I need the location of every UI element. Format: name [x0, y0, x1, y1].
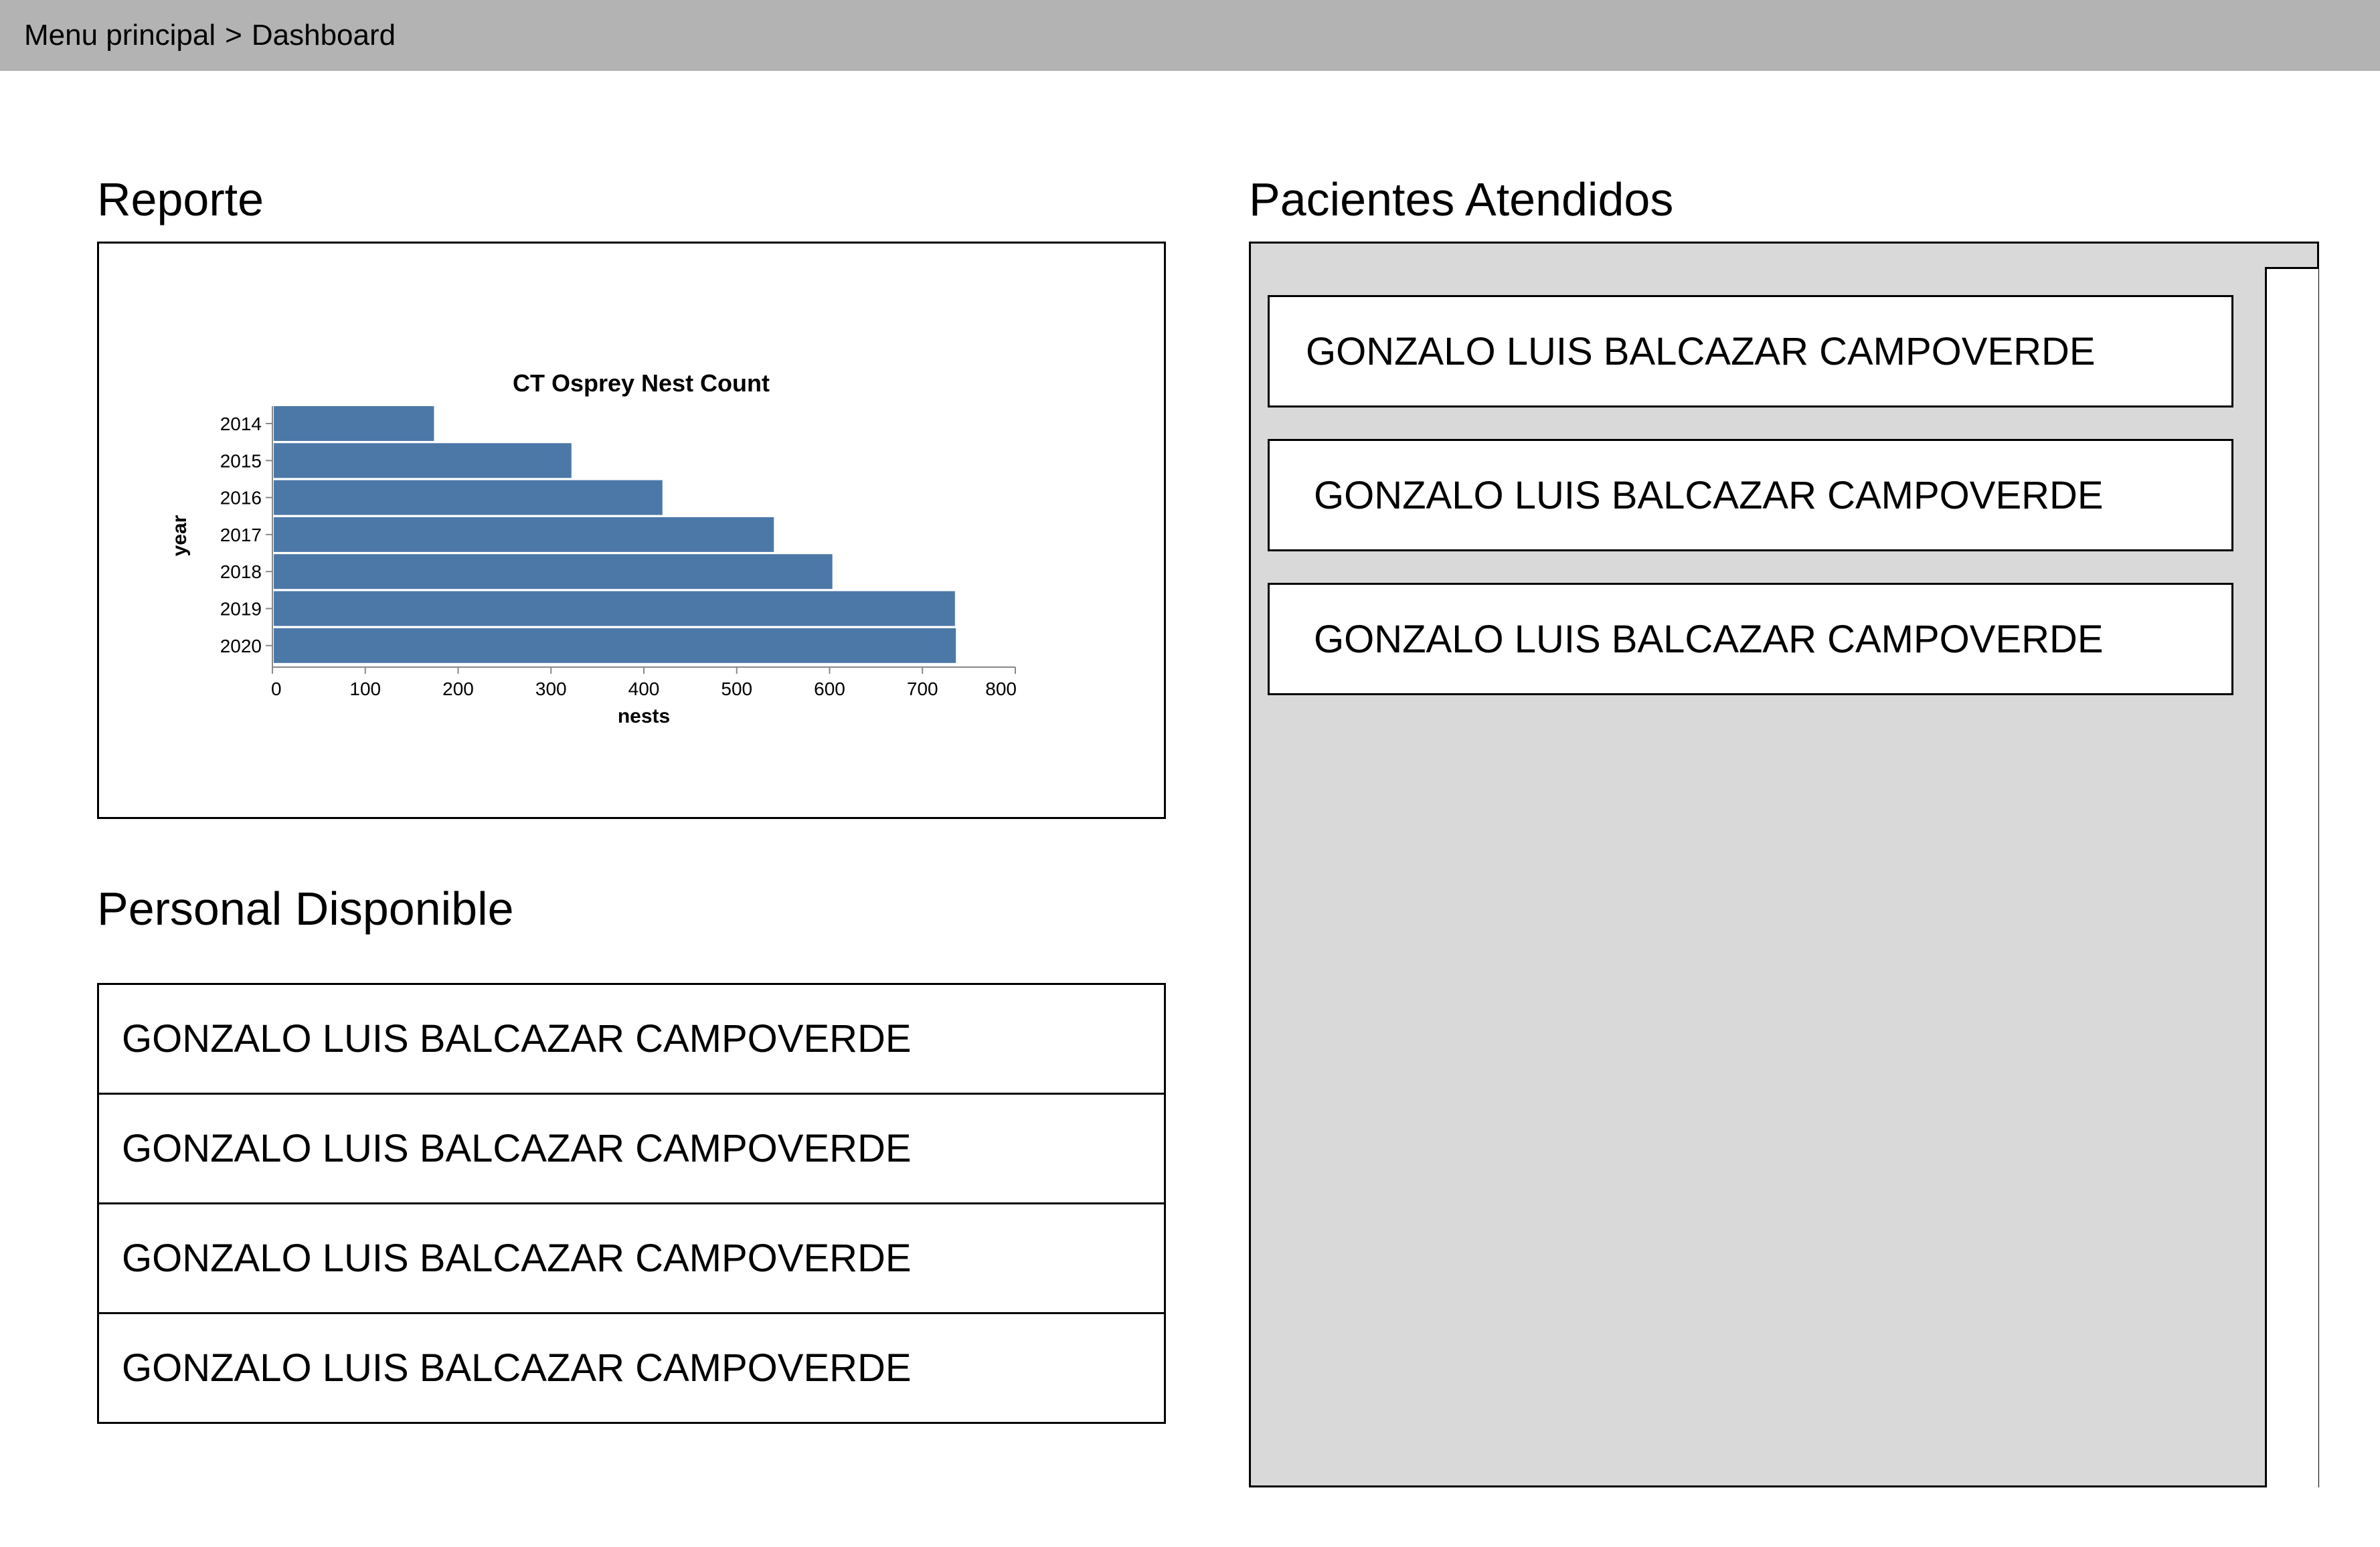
staff-name: GONZALO LUIS BALCAZAR CAMPOVERDE	[122, 1237, 912, 1280]
staff-name: GONZALO LUIS BALCAZAR CAMPOVERDE	[122, 1017, 912, 1061]
patient-card[interactable]: GONZALO LUIS BALCAZAR CAMPOVERDE	[1268, 295, 2233, 407]
chart-y-axis-title: year	[169, 515, 191, 556]
staff-name: GONZALO LUIS BALCAZAR CAMPOVERDE	[122, 1127, 912, 1170]
chart-title: CT Osprey Nest Count	[513, 369, 770, 397]
chart-x-tick-label: 800	[985, 678, 1017, 699]
chart-y-tick-label: 2018	[220, 561, 262, 582]
staff-list-item[interactable]: GONZALO LUIS BALCAZAR CAMPOVERDE	[97, 1093, 1166, 1204]
chart-x-tick-label: 100	[349, 678, 381, 699]
chart-x-tick-label: 200	[442, 678, 474, 699]
patient-name: GONZALO LUIS BALCAZAR CAMPOVERDE	[1306, 329, 2096, 373]
staff-list-item[interactable]: GONZALO LUIS BALCAZAR CAMPOVERDE	[97, 1202, 1166, 1314]
chart-bar	[274, 554, 833, 589]
chart-bar	[274, 517, 774, 552]
patients-panel: GONZALO LUIS BALCAZAR CAMPOVERDE GONZALO…	[1249, 242, 2319, 1487]
breadcrumb-separator: >	[225, 19, 242, 52]
staff-list-item[interactable]: GONZALO LUIS BALCAZAR CAMPOVERDE	[97, 1312, 1166, 1424]
patients-title: Pacientes Atendidos	[1249, 173, 1674, 225]
chart-y-tick-label: 2017	[220, 525, 262, 545]
report-title: Reporte	[97, 173, 264, 225]
chart-bar	[274, 591, 955, 626]
chart-y-tick-label: 2016	[220, 488, 262, 509]
chart-x-tick-label: 400	[628, 678, 660, 699]
staff-list-item[interactable]: GONZALO LUIS BALCAZAR CAMPOVERDE	[97, 983, 1166, 1095]
chart-x-tick-label: 600	[814, 678, 845, 699]
osprey-bar-chart: CT Osprey Nest Count 2014 2015 2016 2017 2018…	[169, 369, 1017, 727]
report-chart-panel: CT Osprey Nest Count 2014 2015 2016 2017 2018…	[97, 242, 1166, 819]
patients-scrollbar[interactable]	[2265, 267, 2318, 1487]
chart-y-tick-label: 2019	[220, 599, 262, 620]
chart-bar	[274, 443, 572, 478]
chart-x-tick-label: 0	[271, 678, 282, 699]
patient-name: GONZALO LUIS BALCAZAR CAMPOVERDE	[1314, 617, 2104, 661]
chart-bar	[274, 480, 663, 515]
breadcrumb-root[interactable]: Menu principal	[24, 19, 216, 52]
chart-y-tick-label: 2014	[220, 414, 262, 434]
chart-y-tick-label: 2020	[220, 636, 262, 656]
patient-card[interactable]: GONZALO LUIS BALCAZAR CAMPOVERDE	[1268, 583, 2233, 695]
chart-y-tick-label: 2015	[220, 450, 262, 471]
staff-title: Personal Disponible	[97, 883, 514, 935]
staff-name: GONZALO LUIS BALCAZAR CAMPOVERDE	[122, 1346, 912, 1390]
staff-list: GONZALO LUIS BALCAZAR CAMPOVERDE GONZALO…	[97, 983, 1166, 1424]
patient-name: GONZALO LUIS BALCAZAR CAMPOVERDE	[1314, 473, 2104, 517]
chart-x-axis-title: nests	[618, 705, 670, 727]
breadcrumb-current: Dashboard	[251, 19, 396, 52]
breadcrumb: Menu principal > Dashboard	[0, 0, 2380, 71]
chart-x-tick-label: 300	[535, 678, 567, 699]
chart-bar	[274, 628, 956, 663]
chart-x-tick-label: 500	[721, 678, 752, 699]
chart-bar	[274, 406, 434, 441]
chart-x-tick-label: 700	[907, 678, 938, 699]
patient-card[interactable]: GONZALO LUIS BALCAZAR CAMPOVERDE	[1268, 439, 2233, 551]
